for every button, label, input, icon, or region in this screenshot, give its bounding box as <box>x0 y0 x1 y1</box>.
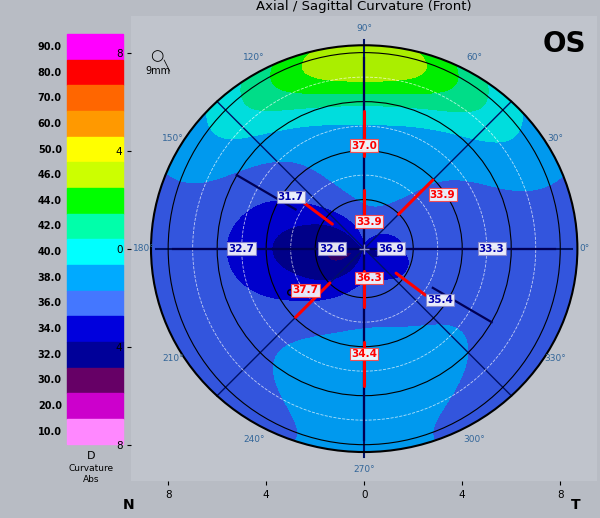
Bar <box>67 137 123 163</box>
Text: 32.7: 32.7 <box>229 243 254 254</box>
Text: 10.0: 10.0 <box>38 427 62 437</box>
Text: 36.3: 36.3 <box>356 273 382 283</box>
Text: 36.9: 36.9 <box>379 243 404 254</box>
Bar <box>67 291 123 316</box>
Text: 300°: 300° <box>464 435 485 444</box>
Text: OS: OS <box>542 30 586 58</box>
Text: 70.0: 70.0 <box>38 93 62 103</box>
Bar <box>67 188 123 213</box>
Text: 20.0: 20.0 <box>38 401 62 411</box>
Text: 32.0: 32.0 <box>38 350 62 359</box>
Text: 270°: 270° <box>353 465 375 473</box>
Text: 31.7: 31.7 <box>278 192 304 202</box>
Text: 46.0: 46.0 <box>38 170 62 180</box>
Text: 36.0: 36.0 <box>38 298 62 308</box>
Text: Abs: Abs <box>83 475 100 484</box>
Text: 37.7: 37.7 <box>292 285 319 295</box>
Bar <box>67 419 123 444</box>
Text: 30°: 30° <box>547 134 563 143</box>
Text: 60.0: 60.0 <box>38 119 62 129</box>
Text: Curvature: Curvature <box>68 464 114 473</box>
Text: 34.4: 34.4 <box>351 349 377 359</box>
Text: 33.9: 33.9 <box>430 190 455 200</box>
Text: 40.0: 40.0 <box>38 247 62 257</box>
Text: 33.9: 33.9 <box>356 217 382 227</box>
Bar <box>67 368 123 393</box>
Text: 90.0: 90.0 <box>38 42 62 52</box>
Bar <box>67 213 123 239</box>
Text: 32.6: 32.6 <box>319 243 345 254</box>
Text: ○: ○ <box>151 48 164 63</box>
Text: 50.0: 50.0 <box>38 145 62 154</box>
Bar <box>67 162 123 188</box>
Text: 150°: 150° <box>162 134 184 143</box>
Text: 44.0: 44.0 <box>38 196 62 206</box>
Text: 60°: 60° <box>466 53 482 62</box>
Bar <box>67 111 123 137</box>
Text: 80.0: 80.0 <box>38 68 62 78</box>
Text: 9mm: 9mm <box>146 66 171 76</box>
Text: 37.0: 37.0 <box>351 141 377 151</box>
Bar <box>67 393 123 419</box>
Bar <box>67 265 123 291</box>
Text: 240°: 240° <box>243 435 265 444</box>
Bar <box>67 239 123 265</box>
Text: 210°: 210° <box>162 354 184 364</box>
Text: N: N <box>123 498 135 512</box>
Text: D: D <box>87 451 95 461</box>
Text: 33.3: 33.3 <box>479 243 505 254</box>
Text: 0°: 0° <box>580 244 590 253</box>
Bar <box>67 60 123 85</box>
Text: 34.0: 34.0 <box>38 324 62 334</box>
Bar <box>67 316 123 342</box>
Title: Axial / Sagittal Curvature (Front): Axial / Sagittal Curvature (Front) <box>256 1 472 13</box>
Text: 90°: 90° <box>356 24 372 33</box>
Text: T: T <box>571 498 581 512</box>
Bar <box>67 85 123 111</box>
Text: 330°: 330° <box>544 354 566 364</box>
Text: 38.0: 38.0 <box>38 273 62 283</box>
Text: ╲: ╲ <box>163 59 169 70</box>
Text: 120°: 120° <box>243 53 265 62</box>
Text: 35.4: 35.4 <box>427 295 453 305</box>
Text: 42.0: 42.0 <box>38 222 62 232</box>
Text: 180°: 180° <box>133 244 155 253</box>
Bar <box>67 342 123 368</box>
Bar <box>67 34 123 60</box>
Text: 30.0: 30.0 <box>38 376 62 385</box>
